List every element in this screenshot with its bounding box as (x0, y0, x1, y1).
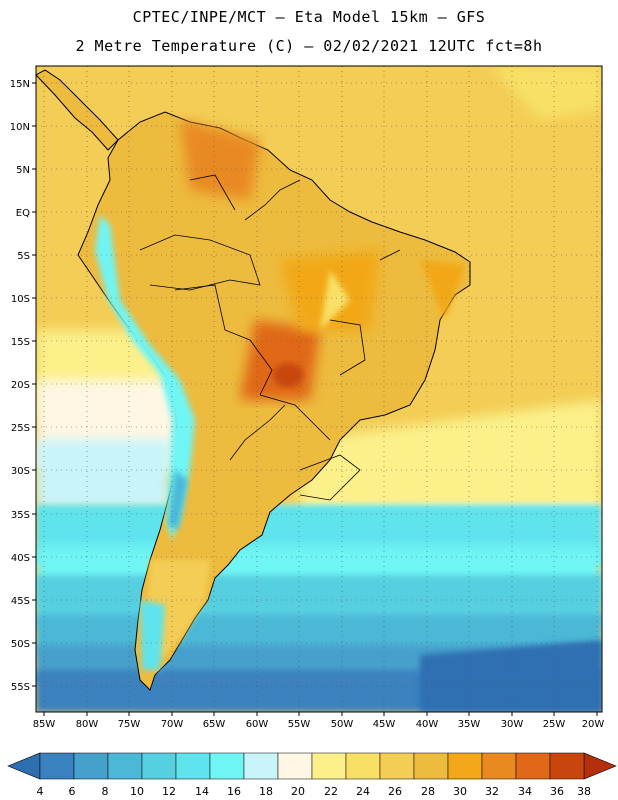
colorbar-labels: 4 6 8 10 12 14 16 18 20 22 24 26 28 30 3… (37, 785, 592, 798)
title-line-2: 2 Metre Temperature (C) – 02/02/2021 12U… (75, 37, 543, 55)
colorbar-swatch (515, 752, 551, 780)
colorbar-arrow-left (7, 752, 41, 780)
colorbar-label: 32 (485, 785, 499, 798)
latitude-labels: 15N 10N 5N EQ 5S 10S 15S 20S 25S 30S 35S… (10, 79, 30, 693)
lat-label: 30S (11, 466, 30, 477)
lat-label: 20S (11, 380, 30, 391)
colorbar-label: 38 (577, 785, 591, 798)
colorbar-swatch (73, 752, 109, 780)
continent-central-america (36, 69, 119, 151)
map-frame (35, 65, 603, 713)
lat-label: 55S (11, 682, 30, 693)
mild-highlands (320, 270, 350, 330)
colorbar-label: 24 (356, 785, 370, 798)
colorbar-label: 28 (421, 785, 435, 798)
colorbar-swatch (413, 752, 449, 780)
colorbar-label: 10 (130, 785, 144, 798)
axis-ticks (32, 82, 598, 716)
andes-coldest (168, 470, 188, 530)
colorbar-label: 30 (453, 785, 467, 798)
lat-label: 15N (10, 79, 30, 90)
lon-label: 65W (203, 719, 226, 730)
lat-label: 45S (11, 596, 30, 607)
colorbar-swatch (447, 752, 483, 780)
colorbar-label: 22 (324, 785, 338, 798)
ocean-north-atlantic (490, 66, 602, 120)
ocean-band-4 (420, 640, 602, 712)
colorbar-swatch (311, 752, 347, 780)
colorbar-arrow-right (583, 752, 617, 780)
longitude-labels: 85W 80W 75W 70W 65W 60W 55W 50W 45W 40W … (33, 719, 605, 730)
lon-label: 30W (501, 719, 524, 730)
colorbar-swatch (481, 752, 517, 780)
title-line-1: CPTEC/INPE/MCT – Eta Model 15km – GFS (132, 8, 486, 26)
lon-label: 40W (416, 719, 439, 730)
lat-label: 15S (11, 337, 30, 348)
country-borders (139, 174, 401, 501)
lat-label: 5N (16, 165, 30, 176)
colorbar-label: 36 (550, 785, 564, 798)
lat-label: 5S (17, 251, 30, 262)
colorbar (7, 752, 617, 780)
ocean-pacific-cold (36, 440, 170, 510)
lat-label: 40S (11, 553, 30, 564)
colorbar-label: 12 (162, 785, 176, 798)
colorbar-swatch (379, 752, 415, 780)
colorbar-swatch (141, 752, 177, 780)
colorbar-swatch (39, 752, 75, 780)
warm-region-northeast (420, 260, 465, 320)
hot-region-north (180, 120, 260, 200)
lon-label: 25W (543, 719, 566, 730)
colorbar-label: 26 (388, 785, 402, 798)
colorbar-swatch (107, 752, 143, 780)
colorbar-swatch (549, 752, 585, 780)
lon-label: 45W (373, 719, 396, 730)
lon-label: 75W (118, 719, 141, 730)
colorbar-swatch (209, 752, 245, 780)
lat-label: 10S (11, 294, 30, 305)
lon-label: 55W (288, 719, 311, 730)
lat-label: 50S (11, 639, 30, 650)
colorbar-label: 4 (37, 785, 44, 798)
lon-label: 70W (161, 719, 184, 730)
colorbar-label: 8 (102, 785, 109, 798)
hot-spot (273, 363, 303, 387)
lat-label: 10N (10, 122, 30, 133)
colorbar-label: 18 (259, 785, 273, 798)
lon-label: 85W (33, 719, 56, 730)
colorbar-swatch (277, 752, 313, 780)
colorbar-label: 14 (195, 785, 209, 798)
colorbar-label: 16 (227, 785, 241, 798)
lat-label: 25S (11, 423, 30, 434)
colorbar-label: 34 (518, 785, 532, 798)
lat-label: 35S (11, 510, 30, 521)
colorbar-label: 20 (291, 785, 305, 798)
lon-label: 35W (458, 719, 481, 730)
ocean-atlantic-mild (300, 400, 602, 530)
lon-label: 80W (76, 719, 99, 730)
colorbar-swatch (345, 752, 381, 780)
lon-label: 50W (331, 719, 354, 730)
lat-label: EQ (16, 208, 30, 219)
patagonia-cold (140, 600, 165, 670)
lon-label: 60W (246, 719, 269, 730)
colorbar-swatch (243, 752, 279, 780)
colorbar-label: 6 (69, 785, 76, 798)
map-field (36, 66, 602, 712)
andes-cold-strip (95, 215, 195, 540)
lon-label: 20W (582, 719, 605, 730)
colorbar-swatch (175, 752, 211, 780)
